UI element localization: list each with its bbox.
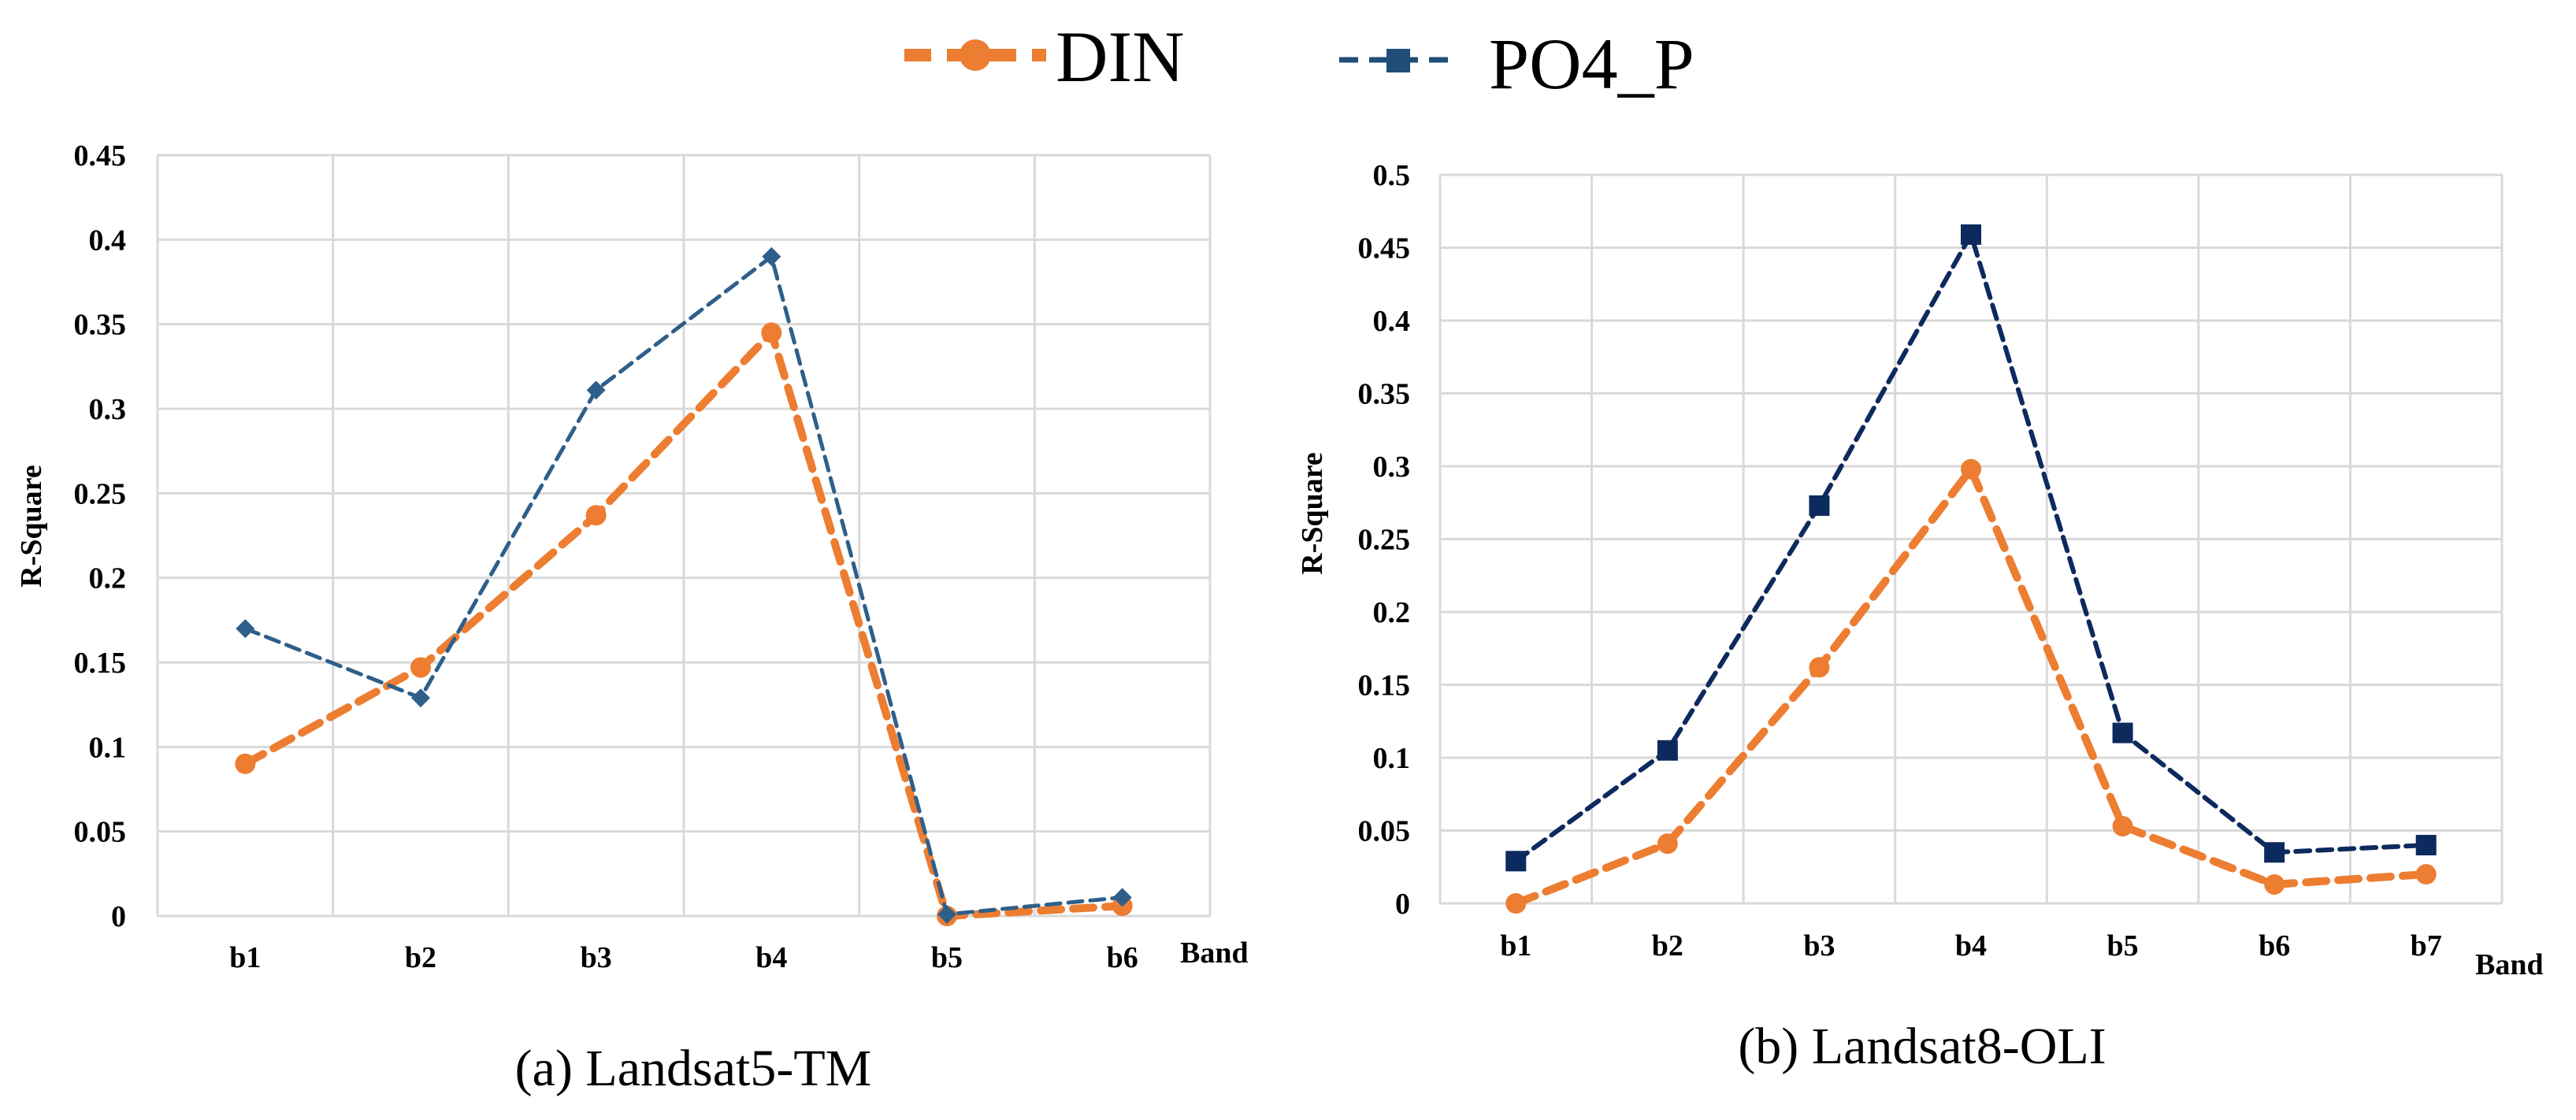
a-ytick-label: 0.25 <box>74 477 127 510</box>
b-ytick-label: 0.45 <box>1358 232 1411 265</box>
a-point-din-b1 <box>235 753 256 774</box>
chart-a-caption: (a) Landsat5-TM <box>515 1040 872 1097</box>
b-ytick-label: 0.15 <box>1358 669 1411 703</box>
b-xtick-label: b3 <box>1803 929 1835 962</box>
b-xtick-label: b7 <box>2411 929 2442 962</box>
b-ytick-label: 0.1 <box>1373 742 1411 775</box>
chart-b-x-axis: b1 b2 b3 b4 b5 b6 b7 <box>1500 929 2442 962</box>
chart-a-x-axis: b1 b2 b3 b4 b5 b6 <box>229 941 1138 974</box>
chart-b-grid <box>1438 173 2504 905</box>
chart-a-grid <box>156 154 1212 918</box>
b-point-po4p-b6 <box>2264 842 2285 863</box>
b-ytick-label: 0.5 <box>1373 159 1411 192</box>
b-ytick-label: 0.05 <box>1358 815 1411 848</box>
b-point-din-b2 <box>1657 833 1678 855</box>
a-ytick-label: 0.2 <box>89 562 127 595</box>
b-point-din-b4 <box>1961 458 1981 480</box>
a-point-din-b4 <box>761 322 782 343</box>
legend-item-po4p: PO4_P <box>1339 24 1694 104</box>
a-series-din-line <box>241 328 1127 920</box>
b-xtick-label: b5 <box>2107 929 2139 962</box>
b-point-din-b6 <box>2264 873 2285 895</box>
a-point-po4p-b4 <box>762 247 781 266</box>
b-ytick-label: 0.25 <box>1358 524 1411 557</box>
b-point-din-b1 <box>1505 893 1527 914</box>
legend-po4p-label: PO4_P <box>1489 24 1694 104</box>
a-xtick-label: b3 <box>581 941 612 974</box>
b-point-din-b3 <box>1809 657 1830 678</box>
a-xtick-label: b4 <box>755 941 787 974</box>
legend-item-din: DIN <box>904 17 1185 97</box>
b-xtick-label: b6 <box>2259 929 2290 962</box>
b-xtick-label: b1 <box>1500 929 1531 962</box>
chart-landsat8-oli: 00.050.10.150.20.250.30.350.40.450.5 b1 b… <box>1296 159 2544 1075</box>
b-point-po4p-b1 <box>1505 851 1527 872</box>
a-ytick-label: 0.3 <box>89 393 127 426</box>
a-ytick-label: 0.35 <box>74 309 127 342</box>
b-ytick-label: 0.3 <box>1373 451 1411 484</box>
a-xtick-label: b5 <box>931 941 963 974</box>
a-point-din-b2 <box>410 657 431 678</box>
a-point-po4p-b6 <box>1112 888 1132 907</box>
b-point-po4p-b7 <box>2415 835 2437 855</box>
chart-b-xlabel: Band <box>2475 948 2544 981</box>
a-series-po4p-line <box>243 254 1125 917</box>
b-series-din-line <box>1512 465 2430 907</box>
chart-a-y-axis: 0 0.05 0.1 0.15 0.2 0.25 0.3 0.35 0.4 0.45 <box>74 139 127 933</box>
legend-po4p-marker <box>1386 49 1410 72</box>
b-point-po4p-b4 <box>1961 224 1981 245</box>
b-ytick-label: 0.4 <box>1373 305 1411 338</box>
a-point-po4p-b3 <box>586 380 606 400</box>
a-point-po4p-b5 <box>937 904 956 924</box>
b-point-po4p-b5 <box>2112 722 2133 744</box>
a-point-po4p-b2 <box>411 688 430 708</box>
b-point-din-b7 <box>2415 864 2437 885</box>
a-ytick-label: 0.45 <box>74 139 127 172</box>
chart-b-caption: (b) Landsat8-OLI <box>1738 1018 2106 1075</box>
chart-b-ylabel: R-Square <box>1296 452 1329 575</box>
a-point-din-b3 <box>585 505 607 526</box>
a-point-po4p-b1 <box>236 619 255 639</box>
legend: DIN PO4_P <box>904 17 1694 104</box>
a-ytick-label: 0.1 <box>89 731 127 764</box>
b-point-po4p-b2 <box>1657 740 1678 761</box>
b-series-po4p-line <box>1513 232 2429 864</box>
chart-b-series <box>1505 224 2437 914</box>
a-ytick-label: 0.05 <box>74 816 127 849</box>
b-ytick-label: 0 <box>1395 888 1410 921</box>
chart-landsat5-tm: 0 0.05 0.1 0.15 0.2 0.25 0.3 0.35 0.4 0.45 b1 b2 b3… <box>15 139 1249 1097</box>
a-ytick-label: 0 <box>111 900 126 933</box>
chart-a-xlabel: Band <box>1180 936 1249 970</box>
b-ytick-label: 0.35 <box>1358 378 1411 411</box>
a-ytick-label: 0.4 <box>89 224 127 257</box>
a-xtick-label: b2 <box>405 941 436 974</box>
b-xtick-label: b4 <box>1955 929 1987 962</box>
b-point-po4p-b3 <box>1809 495 1830 516</box>
legend-din-marker <box>960 39 991 71</box>
chart-a-ylabel: R-Square <box>15 465 48 588</box>
b-ytick-label: 0.2 <box>1373 596 1411 629</box>
b-xtick-label: b2 <box>1652 929 1683 962</box>
legend-din-label: DIN <box>1056 17 1185 97</box>
chart-a-series <box>235 247 1133 926</box>
a-xtick-label: b6 <box>1107 941 1138 974</box>
a-ytick-label: 0.15 <box>74 647 127 680</box>
chart-b-y-axis: 0 0.05 0.1 0.15 0.2 0.25 0.3 0.35 0.4 0.45 0.5 <box>1358 159 1411 921</box>
b-point-din-b5 <box>2112 815 2133 836</box>
a-xtick-label: b1 <box>229 941 261 974</box>
